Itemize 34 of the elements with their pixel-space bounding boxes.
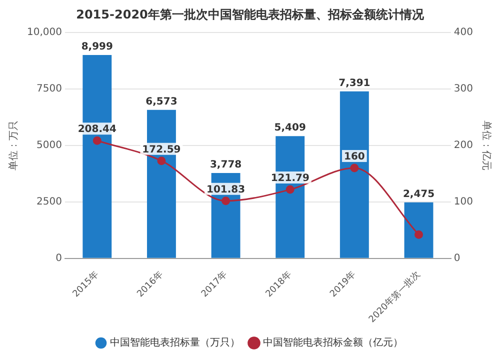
y-tick-label: 5000 (36, 140, 62, 151)
y-tick-label: 10,000 (26, 26, 62, 38)
point (350, 164, 359, 172)
data-label: 121.79 (270, 173, 310, 184)
y-tick-label: 7500 (36, 83, 62, 94)
y-tick-label: 0 (56, 252, 62, 264)
data-label: 208.44 (78, 124, 116, 136)
bar (404, 202, 434, 258)
data-label: 160 (344, 152, 365, 163)
y2-tick-label: 400 (454, 26, 474, 38)
y2-tick-label: 300 (454, 83, 474, 94)
data-label: 8,999 (81, 42, 114, 53)
y2-tick-label: 0 (454, 252, 460, 264)
data-label: 2,475 (402, 189, 435, 200)
data-label: 6,573 (146, 96, 178, 108)
bar (340, 91, 369, 258)
y-tick-label: 2500 (36, 196, 62, 208)
data-label: 172.59 (142, 144, 181, 156)
data-label: 7,391 (338, 78, 370, 89)
y-axis-title: 单位：万只 (8, 120, 20, 170)
data-label: 3,778 (210, 160, 242, 171)
point (92, 136, 102, 145)
point (157, 156, 166, 166)
point (222, 196, 230, 206)
legend-label: 中国智能电表招标量（万只） (110, 336, 240, 349)
point (414, 230, 424, 239)
chart-title: 2015-2020年第一批次中国智能电表招标量、招标金额统计情况 (76, 7, 425, 22)
y2-tick-label: 100 (454, 196, 474, 208)
y2-axis-title: 单位：亿元 (480, 120, 492, 170)
legend-label: 中国智能电表招标金额（亿元） (263, 336, 403, 349)
y2-tick-label: 200 (454, 140, 474, 151)
data-label: 101.83 (206, 184, 246, 196)
point (286, 185, 294, 194)
data-label: 5,409 (274, 122, 306, 134)
